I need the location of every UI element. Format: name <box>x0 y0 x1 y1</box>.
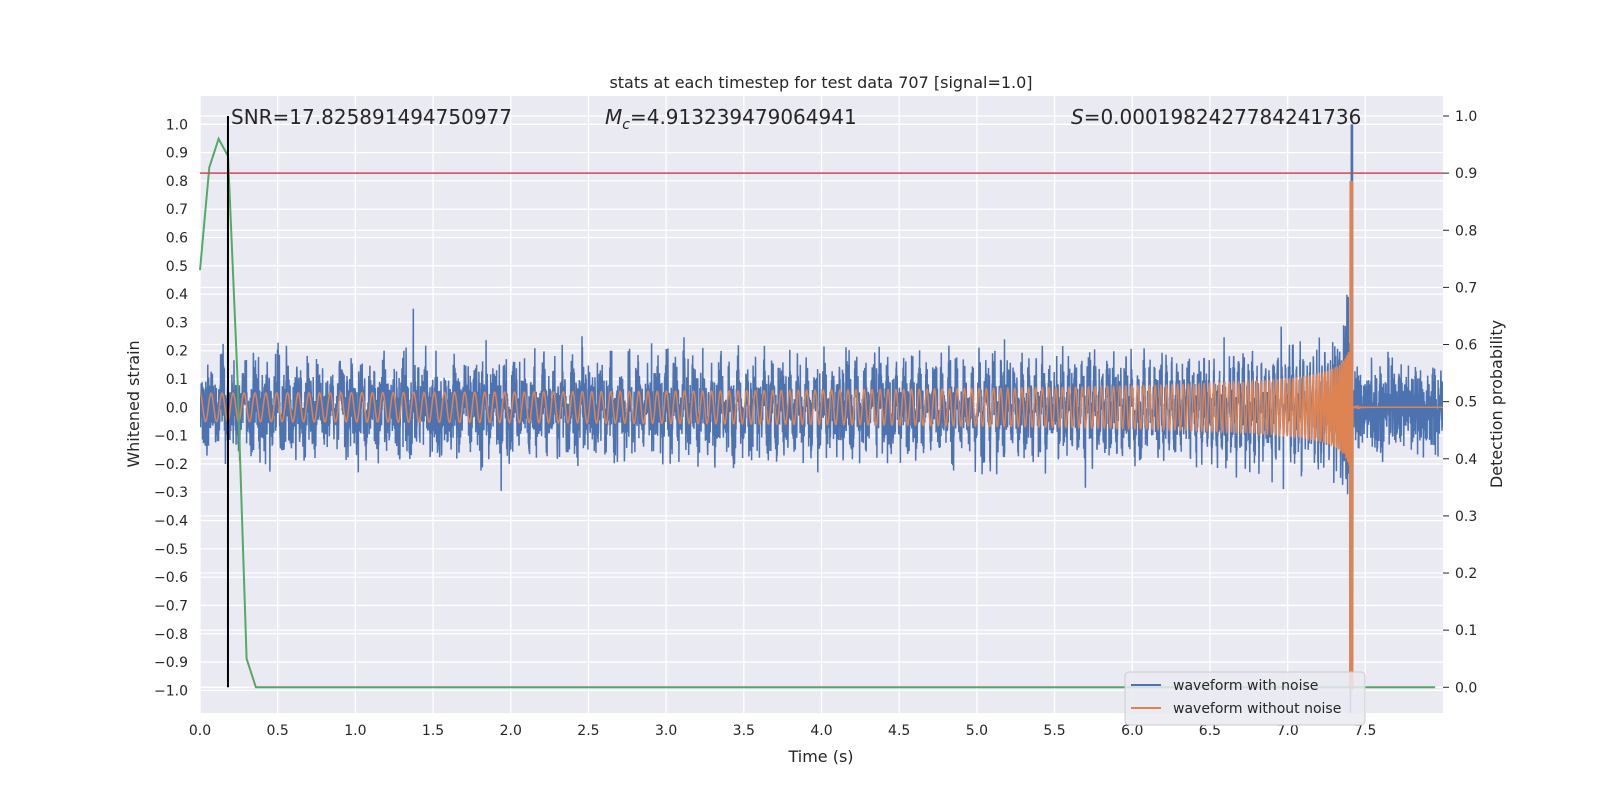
x-tick-label: 3.0 <box>655 723 677 739</box>
x-tick-label: 1.0 <box>344 723 366 739</box>
y-tick-label-right: 0.6 <box>1455 338 1477 354</box>
y-tick-label-right: 0.1 <box>1455 623 1477 639</box>
y-tick-label-left: −0.5 <box>154 542 188 558</box>
y-tick-label-left: −0.9 <box>154 655 188 671</box>
y-tick-label-left: −1.0 <box>154 683 188 699</box>
y-tick-label-right: 0.7 <box>1455 280 1477 296</box>
y-tick-label-left: −0.7 <box>154 598 188 614</box>
x-tick-label: 2.5 <box>577 723 599 739</box>
chirp-mass-subscript: c <box>622 117 630 133</box>
y-tick-label-left: 0.1 <box>166 372 188 388</box>
y-tick-label-left: −0.8 <box>154 627 188 643</box>
y-tick-label-right: 0.9 <box>1455 166 1477 182</box>
y-tick-label-left: 0.7 <box>166 202 188 218</box>
x-tick-label: 4.0 <box>810 723 832 739</box>
x-tick-label: 5.5 <box>1043 723 1065 739</box>
x-tick-label: 1.5 <box>422 723 444 739</box>
s-symbol: S <box>1071 105 1084 129</box>
s-value: =0.0001982427784241736 <box>1084 105 1362 129</box>
y-tick-label-right: 1.0 <box>1455 109 1477 125</box>
chirp-mass-symbol: M <box>605 105 622 129</box>
y-tick-label-left: 1.0 <box>166 117 188 133</box>
y-tick-label-left: −0.1 <box>154 429 188 445</box>
y-axis-label-left: Whitened strain <box>124 340 143 467</box>
legend: waveform with noise waveform without noi… <box>1124 671 1366 726</box>
x-tick-label: 7.0 <box>1276 723 1298 739</box>
y-tick-label-left: 0.8 <box>166 174 188 190</box>
y-tick-label-right: 0.2 <box>1455 566 1477 582</box>
y-tick-label-left: 0.9 <box>166 146 188 162</box>
y-tick-label-right: 0.4 <box>1455 452 1477 468</box>
y-tick-label-left: 0.3 <box>166 315 188 331</box>
y-axis-label-right: Detection probability <box>1487 320 1506 488</box>
ticks-layer: 0.0 0.5 1.0 1.5 2.0 2.5 3.0 3.5 4.0 4.5 5.0 5.5 6.0 6… <box>154 109 1477 739</box>
y-tick-label-right: 0.8 <box>1455 223 1477 239</box>
x-tick-label: 7.5 <box>1354 723 1376 739</box>
y-tick-label-right: 0.3 <box>1455 509 1477 525</box>
legend-label-with-noise: waveform with noise <box>1173 678 1318 694</box>
y-tick-label-left: −0.6 <box>154 570 188 586</box>
y-tick-label-right: 0.0 <box>1455 680 1477 696</box>
x-axis-label: Time (s) <box>787 747 853 766</box>
snr-annotation: SNR=17.825891494750977 <box>231 105 512 129</box>
x-tick-label: 4.5 <box>888 723 910 739</box>
legend-box <box>1124 671 1366 726</box>
y-tick-label-left: −0.2 <box>154 457 188 473</box>
snr-s-annotation: S=0.0001982427784241736 <box>1071 105 1361 129</box>
y-tick-label-left: 0.0 <box>166 400 188 416</box>
chirp-mass-value: =4.913239479064941 <box>630 105 857 129</box>
x-tick-label: 0.5 <box>267 723 289 739</box>
y-tick-label-left: 0.2 <box>166 344 188 360</box>
y-tick-label-left: 0.6 <box>166 231 188 247</box>
x-tick-label: 0.0 <box>189 723 211 739</box>
y-tick-label-right: 0.5 <box>1455 395 1477 411</box>
overlay-layer <box>199 115 1443 689</box>
y-tick-label-left: −0.3 <box>154 485 188 501</box>
chart-title: stats at each timestep for test data 707… <box>609 73 1032 92</box>
series-waveform-without-noise <box>200 180 1443 691</box>
chirp-mass-annotation: Mc=4.913239479064941 <box>605 105 857 133</box>
y-tick-label-left: 0.5 <box>166 259 188 275</box>
series-layer <box>200 124 1443 713</box>
series-detection-probability <box>199 136 1436 689</box>
x-tick-label: 6.0 <box>1121 723 1143 739</box>
y-tick-label-left: −0.4 <box>154 514 188 530</box>
x-tick-label: 6.5 <box>1199 723 1221 739</box>
x-tick-label: 5.0 <box>966 723 988 739</box>
x-tick-label: 3.5 <box>733 723 755 739</box>
legend-label-without-noise: waveform without noise <box>1173 701 1341 717</box>
x-tick-label: 2.0 <box>500 723 522 739</box>
y-tick-label-left: 0.4 <box>166 287 188 303</box>
